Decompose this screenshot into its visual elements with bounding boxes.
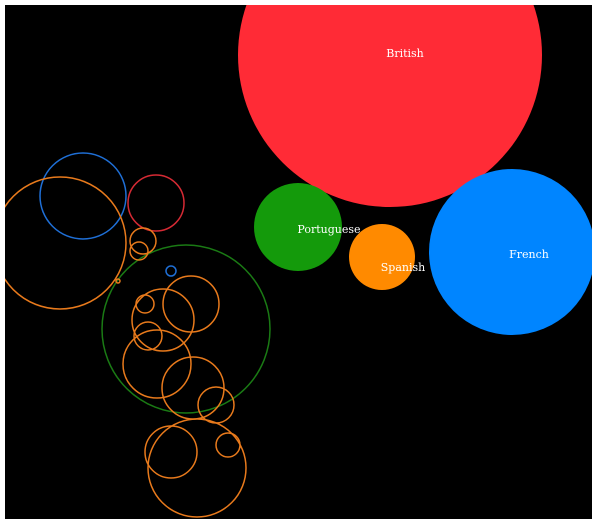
bubble-portuguese[interactable]: [254, 183, 342, 271]
outline-bubble: [122, 329, 192, 399]
outline-bubble: [165, 265, 177, 277]
outline-bubble: [144, 425, 198, 479]
chart-canvas: British Portuguese Spanish French: [5, 5, 592, 519]
outline-bubble: [131, 288, 195, 352]
outline-bubble: [101, 244, 271, 414]
bubble-label-portuguese: Portuguese: [297, 223, 360, 236]
outline-bubble: [162, 275, 220, 333]
outline-bubble: [127, 174, 185, 232]
outline-bubble: [135, 294, 155, 314]
outline-bubble: [129, 241, 149, 261]
bubble-spanish[interactable]: [349, 224, 415, 290]
bubble-label-spanish: Spanish: [381, 261, 425, 274]
outline-bubble: [133, 321, 163, 351]
bubble-british[interactable]: [238, 5, 542, 207]
bubble-chart: British Portuguese Spanish French: [5, 5, 592, 518]
outline-bubble: [197, 386, 235, 424]
outline-bubble: [115, 278, 121, 284]
outline-bubble: [161, 356, 225, 420]
outline-bubble: [147, 418, 247, 518]
outline-bubble: [215, 432, 241, 458]
bubble-label-french: French: [509, 248, 549, 261]
outline-bubble: [39, 152, 127, 240]
bubble-label-british: British: [386, 47, 424, 60]
bubble-french[interactable]: [429, 169, 592, 335]
outline-bubble: [5, 176, 127, 310]
outline-bubble: [129, 227, 157, 255]
